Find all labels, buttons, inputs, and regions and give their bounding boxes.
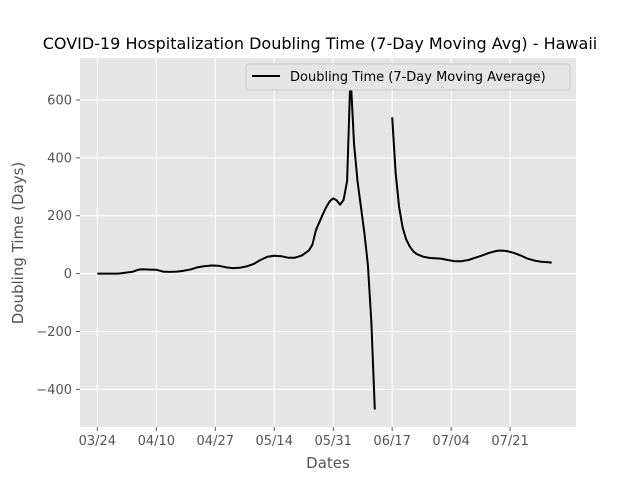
plot-area <box>80 58 576 427</box>
chart-title: COVID-19 Hospitalization Doubling Time (… <box>43 34 597 53</box>
legend-label: Doubling Time (7-Day Moving Average) <box>290 70 546 85</box>
series-line-segment <box>97 72 376 410</box>
x-tick-label: 07/04 <box>432 434 469 449</box>
legend: Doubling Time (7-Day Moving Average) <box>245 63 571 91</box>
y-axis-label: Doubling Time (Days) <box>9 162 27 325</box>
x-axis-ticks: 03/24 04/10 04/27 05/14 05/31 06/17 07/04 07/21 <box>79 427 529 449</box>
x-tick-label: 04/27 <box>197 434 234 449</box>
y-tick-label: 200 <box>47 209 72 224</box>
x-axis-label: Dates <box>306 454 350 472</box>
y-tick-label: 400 <box>47 151 72 166</box>
x-tick-label: 06/17 <box>373 434 410 449</box>
series-line-segment <box>391 117 552 264</box>
y-axis-ticks: −400 −200 0 200 400 600 <box>36 93 80 398</box>
y-tick-label: 0 <box>64 267 72 282</box>
x-tick-label: 07/21 <box>491 434 528 449</box>
x-tick-label: 03/24 <box>79 434 116 449</box>
y-tick-label: 600 <box>47 93 72 108</box>
x-tick-label: 05/14 <box>256 434 293 449</box>
x-tick-label: 05/31 <box>314 434 351 449</box>
y-tick-label: −400 <box>36 383 72 398</box>
x-tick-label: 04/10 <box>138 434 175 449</box>
series-lines <box>97 72 552 410</box>
legend-box <box>245 63 571 91</box>
y-tick-label: −200 <box>36 325 72 340</box>
